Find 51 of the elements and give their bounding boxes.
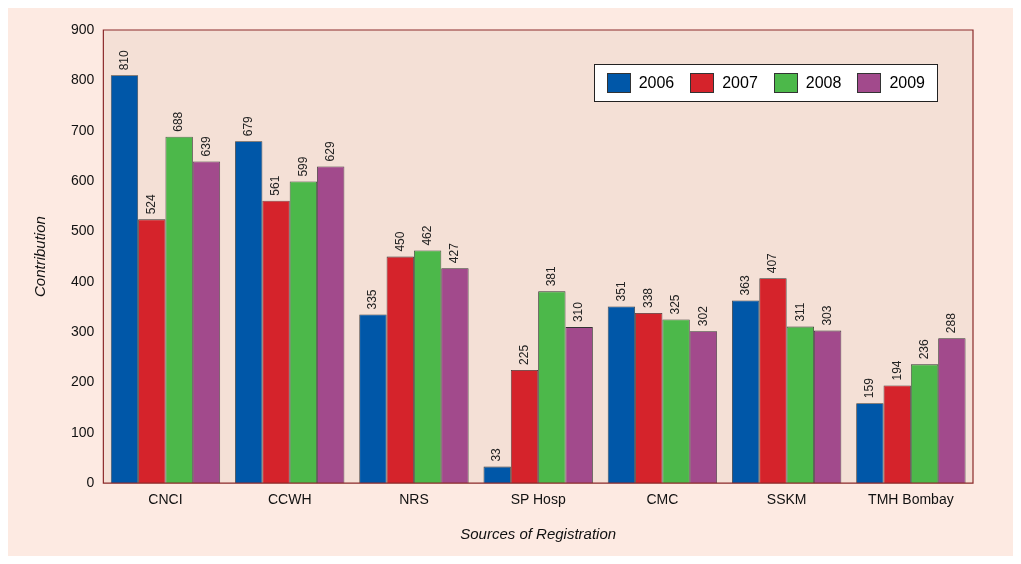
x-tick-label: CNCI <box>148 491 183 508</box>
data-label: 325 <box>668 294 683 315</box>
y-tick-label: 200 <box>71 373 95 390</box>
data-label: 33 <box>489 447 504 462</box>
y-tick-label: 300 <box>71 322 95 339</box>
data-label: 303 <box>819 305 834 326</box>
legend-label: 2009 <box>889 74 925 92</box>
data-label: 194 <box>889 360 904 381</box>
data-label: 363 <box>737 275 752 296</box>
x-tick-label: SSKM <box>766 491 807 508</box>
data-label: 599 <box>295 156 310 177</box>
data-label: 462 <box>419 225 434 246</box>
data-label: 688 <box>171 111 186 132</box>
y-tick-label: 400 <box>71 272 95 289</box>
data-label: 335 <box>365 289 380 310</box>
y-tick-label: 700 <box>71 121 95 138</box>
legend-label: 2007 <box>722 74 758 92</box>
data-label: 524 <box>144 193 159 215</box>
data-label: 236 <box>916 339 931 360</box>
y-axis-title: Contribution <box>31 216 49 298</box>
data-label: 381 <box>544 266 559 287</box>
y-tick-label: 0 <box>86 474 95 491</box>
data-label: 159 <box>862 377 877 399</box>
x-axis-title: Sources of Registration <box>460 525 617 543</box>
y-tick-label: 800 <box>71 71 95 88</box>
data-label: 288 <box>944 312 959 334</box>
x-tick-label: NRS <box>399 491 429 508</box>
data-label: 351 <box>613 281 628 302</box>
x-tick-label: TMH Bombay <box>868 491 954 508</box>
data-label: 810 <box>116 49 131 71</box>
y-tick-label: 900 <box>71 20 95 37</box>
x-tick-label: CCWH <box>267 491 312 508</box>
legend-label: 2008 <box>805 74 842 92</box>
data-label: 561 <box>268 175 283 196</box>
y-tick-label: 500 <box>71 222 95 239</box>
data-label: 407 <box>765 252 780 274</box>
y-tick-label: 100 <box>71 423 95 440</box>
data-label: 450 <box>392 231 407 252</box>
data-label: 225 <box>516 344 531 365</box>
legend-label: 2006 <box>638 74 675 92</box>
data-label: 302 <box>695 305 710 327</box>
y-tick-label: 600 <box>71 171 95 188</box>
x-tick-label: SP Hosp <box>510 491 566 508</box>
data-label: 639 <box>198 136 213 157</box>
data-label: 311 <box>792 302 807 322</box>
data-label: 679 <box>241 115 256 137</box>
x-tick-label: CMC <box>646 491 679 508</box>
data-label: 310 <box>571 301 586 323</box>
data-label: 629 <box>323 141 338 162</box>
data-label: 427 <box>447 242 462 264</box>
data-label: 338 <box>641 287 656 308</box>
